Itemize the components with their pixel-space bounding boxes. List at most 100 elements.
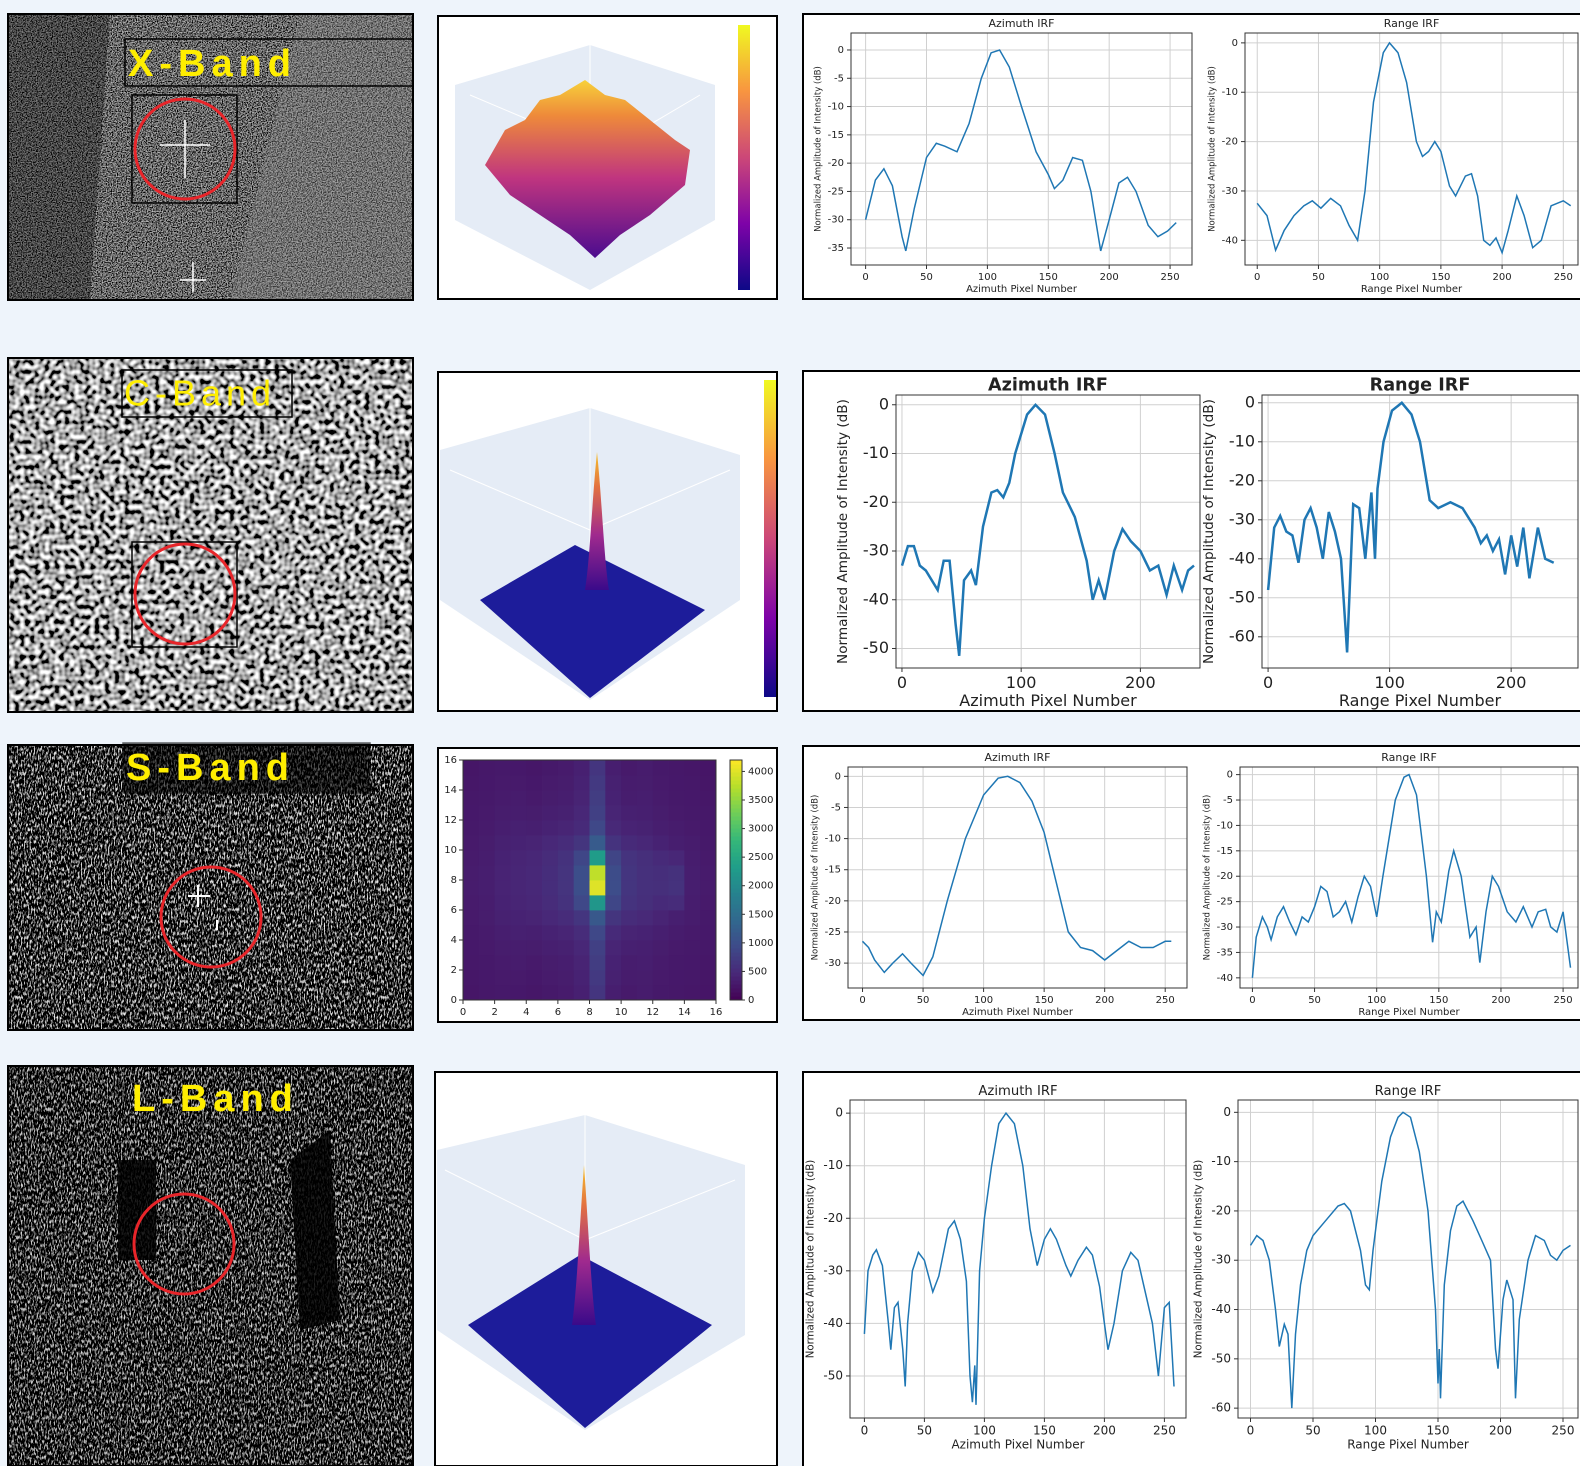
colorbar-tick-label: 1500 [748, 909, 773, 920]
heat-cell [684, 820, 700, 835]
heat-cell [526, 940, 542, 955]
x-tick-label: 150 [1431, 272, 1450, 283]
heat-cell [684, 910, 700, 925]
y-tick-label: -20 [823, 1211, 843, 1225]
heat-cell [574, 970, 590, 985]
heat-cell [542, 970, 558, 985]
y-tick-label: 0 [835, 1106, 843, 1120]
heat-cell [542, 865, 558, 880]
heat-cell [653, 775, 669, 790]
heat-cell [526, 790, 542, 805]
heat-cell [684, 835, 700, 850]
heat-cell [653, 895, 669, 910]
y-tick-label: 4 [451, 935, 457, 946]
heat-cell [605, 790, 621, 805]
heat-cell [637, 925, 653, 940]
heat-cell [542, 910, 558, 925]
heat-cell [495, 895, 511, 910]
heat-cell [700, 940, 716, 955]
heat-cell [700, 775, 716, 790]
colorbar-step [730, 852, 742, 857]
y-tick-label: -35 [1217, 947, 1233, 958]
heat-cell [621, 820, 637, 835]
x-tick-label: 50 [917, 995, 930, 1006]
colorbar-tick-label: 2500 [748, 852, 773, 863]
heat-cell [526, 775, 542, 790]
y-axis-label: Normalized Amplitude of Intensity (dB) [1208, 66, 1218, 232]
band-label: S-Band [126, 747, 295, 789]
heat-cell [495, 850, 511, 865]
heat-cell [526, 910, 542, 925]
colorbar-step [730, 772, 742, 777]
heat-cell [700, 925, 716, 940]
x-tick-label: 200 [1493, 272, 1512, 283]
colorbar-step [730, 812, 742, 817]
heat-cell [684, 865, 700, 880]
heat-cell [605, 925, 621, 940]
y-tick-label: -50 [1211, 1351, 1231, 1365]
heat-cell [621, 910, 637, 925]
x-tick-label: 150 [1427, 1424, 1450, 1438]
heat-cell [558, 775, 574, 790]
heat-cell [558, 835, 574, 850]
heat-cell [526, 835, 542, 850]
heat-cell [479, 865, 495, 880]
colorbar-step [730, 900, 742, 905]
heat-cell [700, 865, 716, 880]
heat-cell [495, 820, 511, 835]
x-tick-label: 50 [920, 272, 933, 283]
colorbar-step [730, 804, 742, 809]
x-tick-label: 200 [1095, 995, 1114, 1006]
colorbar-step [730, 904, 742, 909]
heat-cell [463, 760, 479, 775]
x-tick-label: 10 [615, 1007, 628, 1018]
heat-cell [684, 985, 700, 1000]
colorbar-tick-label: 500 [748, 966, 767, 977]
heat-cell [605, 805, 621, 820]
x-tick-label: 0 [1254, 272, 1260, 283]
colorbar-step [730, 768, 742, 773]
x-tick-label: 50 [1308, 995, 1321, 1006]
y-tick-label: -10 [825, 834, 841, 845]
colorbar-step [730, 944, 742, 949]
heat-cell [510, 835, 526, 850]
y-tick-label: -30 [863, 541, 889, 560]
heat-cell [621, 850, 637, 865]
heat-cell [574, 820, 590, 835]
colorbar-step [730, 888, 742, 893]
heat-cell [700, 805, 716, 820]
heat-cell [526, 850, 542, 865]
colorbar-step [730, 808, 742, 813]
colorbar-step [730, 872, 742, 877]
heat-cell [669, 985, 685, 1000]
heat-cell [510, 955, 526, 970]
heat-cell [621, 790, 637, 805]
heat-cell [558, 955, 574, 970]
y-tick-label: -30 [823, 1263, 843, 1277]
band-label: C-Band [124, 373, 276, 414]
heat-cell [558, 985, 574, 1000]
colorbar-step [730, 776, 742, 781]
heat-cell [542, 940, 558, 955]
heat-cell [558, 865, 574, 880]
y-tick-label: 0 [879, 394, 889, 413]
heat-cell [479, 805, 495, 820]
heat-cell [684, 925, 700, 940]
colorbar-step [730, 968, 742, 973]
y-tick-label: 0 [451, 995, 457, 1006]
colorbar-step [730, 936, 742, 941]
heat-cell [637, 880, 653, 895]
heat-cell [605, 880, 621, 895]
heat-cell [700, 835, 716, 850]
heat-cell [479, 835, 495, 850]
x-tick-label: 200 [1100, 272, 1119, 283]
heat-cell [669, 895, 685, 910]
heat-cell [479, 895, 495, 910]
y-tick-label: -20 [1217, 871, 1233, 882]
heat-cell [621, 955, 637, 970]
x-tick-label: 0 [862, 272, 868, 283]
x-tick-label: 150 [1429, 995, 1448, 1006]
heat-cell [463, 955, 479, 970]
y-tick-label: -60 [1211, 1401, 1231, 1415]
colorbar-step [730, 992, 742, 997]
